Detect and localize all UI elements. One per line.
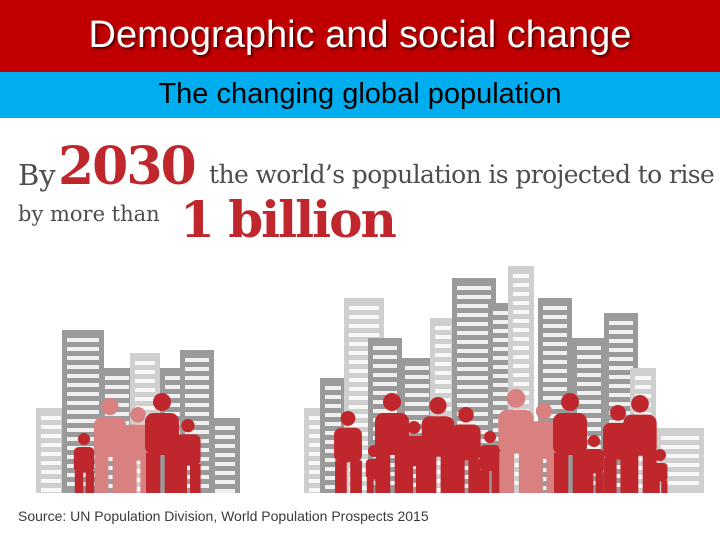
headline-year: 2030 — [58, 136, 197, 197]
population-illustration — [36, 266, 704, 493]
title-bar — [0, 0, 720, 72]
headline-by: By — [18, 158, 56, 192]
headline-more-than: by more than — [18, 202, 160, 226]
headline-amount: 1 billion — [180, 190, 397, 249]
subtitle-bar — [0, 72, 720, 118]
slide-title: Demographic and social change — [88, 14, 632, 56]
headline-rest: the world’s population is projected to r… — [209, 160, 715, 189]
source-note: Source: UN Population Division, World Po… — [18, 508, 429, 524]
people-crowd-icon — [73, 389, 668, 493]
headline: By 2030 the world’s population is projec… — [18, 132, 718, 252]
slide-subtitle: The changing global population — [158, 78, 562, 110]
